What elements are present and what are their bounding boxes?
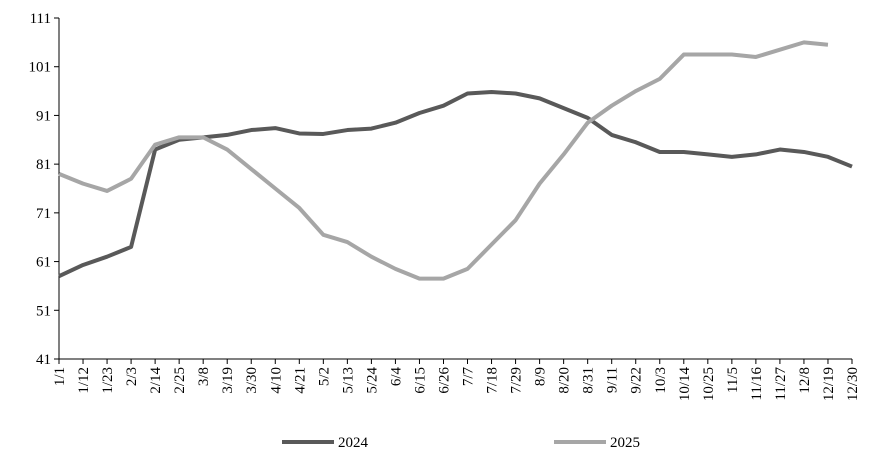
y-tick-label: 91	[36, 108, 51, 124]
x-tick-label: 7/29	[509, 367, 525, 394]
y-tick-label: 61	[36, 255, 51, 271]
x-tick-label: 8/31	[581, 367, 597, 394]
series-line	[58, 90, 853, 278]
x-tick-label: 2/14	[148, 367, 164, 394]
x-tick-label: 6/26	[436, 367, 452, 394]
x-tick-label: 4/10	[268, 367, 284, 394]
x-tick-label: 7/7	[461, 367, 477, 387]
x-tick-label: 3/30	[244, 367, 260, 394]
x-tick-label: 2/3	[124, 367, 140, 386]
x-tick-label: 10/3	[653, 367, 669, 394]
y-tick-label: 101	[29, 60, 52, 76]
x-tick-label: 12/19	[821, 367, 837, 401]
x-tick-label: 1/1	[52, 367, 68, 386]
x-tick-label: 3/8	[196, 367, 212, 386]
x-tick-label: 10/25	[701, 367, 717, 401]
x-tick-label: 11/5	[725, 367, 741, 393]
series-line	[58, 40, 829, 281]
y-tick-label: 41	[36, 352, 51, 368]
x-tick-label: 8/20	[557, 367, 573, 394]
x-tick-label: 10/14	[677, 367, 693, 402]
x-tick-label: 8/9	[533, 367, 549, 386]
x-tick-label: 5/2	[316, 367, 332, 386]
y-tick-label: 71	[36, 206, 51, 222]
x-tick-label: 4/21	[292, 367, 308, 394]
x-tick-label: 1/23	[100, 367, 116, 394]
y-tick-label: 81	[36, 157, 51, 173]
x-tick-label: 5/13	[340, 367, 356, 394]
x-tick-label: 6/15	[412, 367, 428, 394]
x-tick-label: 11/27	[773, 367, 789, 401]
legend-label: 2024	[338, 435, 369, 451]
x-tick-label: 5/24	[364, 367, 380, 394]
x-tick-label: 11/16	[749, 367, 765, 401]
x-tick-label: 12/30	[845, 367, 861, 401]
x-tick-label: 2/25	[172, 367, 188, 394]
y-tick-label: 51	[36, 303, 51, 319]
x-tick-label: 6/4	[388, 367, 404, 387]
x-tick-label: 9/22	[629, 367, 645, 394]
x-tick-label: 3/19	[220, 367, 236, 394]
x-tick-label: 9/11	[605, 367, 621, 393]
legend-label: 2025	[610, 435, 640, 451]
x-tick-label: 7/18	[485, 367, 501, 394]
y-tick-label: 111	[30, 11, 51, 27]
x-tick-label: 1/12	[76, 367, 92, 394]
x-tick-label: 12/8	[797, 367, 813, 394]
